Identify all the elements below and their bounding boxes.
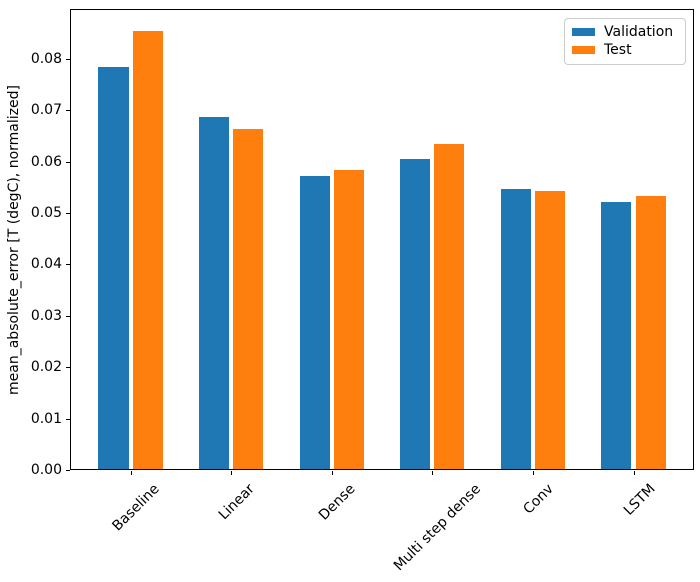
y-axis-label: mean_absolute_error [T (degC), normalize… — [6, 85, 22, 395]
bar-test-multi-step-dense — [434, 144, 465, 470]
legend-label-test: Test — [604, 42, 632, 58]
x-tick-label-multi-step-dense: Multi step dense — [391, 481, 485, 575]
x-tick-mark — [231, 471, 233, 475]
y-tick-label-8: 0.08 — [30, 50, 62, 67]
x-tick-label-lstm: LSTM — [620, 481, 659, 519]
bar-validation-linear — [198, 116, 230, 470]
y-tick-mark — [66, 367, 70, 369]
bar-validation-dense — [299, 176, 330, 470]
y-tick-label-6: 0.06 — [30, 153, 62, 170]
bar-test-dense — [333, 170, 364, 470]
legend-label-validation: Validation — [604, 24, 674, 40]
y-tick-label-4: 0.04 — [30, 256, 62, 273]
y-tick-label-0: 0.00 — [30, 462, 62, 478]
legend-entry-validation: Validation — [572, 23, 673, 41]
y-tick-label-3: 0.03 — [30, 307, 62, 324]
x-tick-mark — [633, 471, 635, 475]
y-tick-mark — [66, 213, 70, 214]
bar-test-lstm — [635, 195, 666, 470]
bar-validation-multi-step-dense — [400, 158, 431, 470]
x-tick-label-dense: Dense — [316, 481, 359, 524]
y-tick-label-1: 0.01 — [30, 410, 62, 427]
y-tick-mark — [66, 470, 70, 471]
x-tick-mark — [130, 471, 132, 475]
y-tick-label-2: 0.02 — [30, 359, 62, 376]
bar-validation-lstm — [601, 201, 632, 470]
test-swatch-icon — [572, 46, 595, 54]
y-tick-mark — [66, 161, 70, 163]
y-tick-mark — [66, 110, 70, 112]
legend: Validation Test — [564, 18, 687, 65]
x-tick-mark — [532, 471, 534, 475]
x-tick-label-conv: Conv — [519, 481, 557, 518]
validation-swatch-icon — [572, 28, 595, 36]
y-tick-mark — [66, 264, 70, 266]
bar-test-baseline — [132, 31, 163, 470]
bar-test-conv — [534, 190, 566, 470]
plot-area — [70, 9, 694, 470]
bar-test-linear — [233, 128, 264, 470]
y-tick-label-7: 0.07 — [30, 102, 62, 119]
x-tick-mark — [432, 471, 434, 475]
y-tick-mark — [66, 315, 70, 317]
x-tick-label-baseline: Baseline — [109, 481, 164, 535]
y-tick-mark — [66, 418, 70, 420]
bar-validation-baseline — [98, 66, 129, 470]
y-tick-label-5: 0.05 — [30, 205, 62, 221]
y-tick-mark — [66, 58, 70, 60]
legend-entry-test: Test — [572, 41, 673, 59]
bar-validation-conv — [500, 189, 531, 470]
x-tick-label-linear: Linear — [215, 481, 258, 524]
x-tick-mark — [331, 471, 333, 475]
